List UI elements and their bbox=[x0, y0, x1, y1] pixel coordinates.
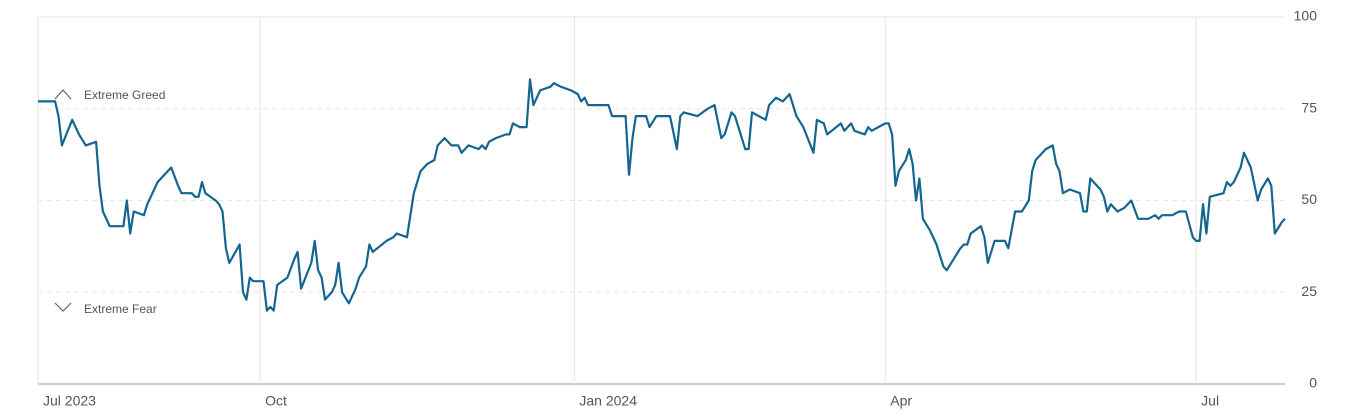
x-tick-label: Apr bbox=[890, 393, 912, 409]
x-tick-label: Jul 2023 bbox=[43, 393, 96, 409]
y-tick-label: 50 bbox=[1301, 191, 1317, 207]
greed-chevron bbox=[54, 89, 72, 100]
x-tick-label: Jan 2024 bbox=[579, 393, 637, 409]
y-tick-label: 0 bbox=[1309, 375, 1317, 391]
annotation: Extreme Fear bbox=[84, 302, 157, 316]
x-tick-label: Oct bbox=[265, 393, 287, 409]
x-tick-label: Jul bbox=[1201, 393, 1219, 409]
fear-chevron bbox=[54, 302, 72, 312]
y-tick-label: 25 bbox=[1301, 283, 1317, 299]
y-tick-label: 75 bbox=[1301, 99, 1317, 115]
annotation: Extreme Greed bbox=[84, 88, 165, 102]
y-tick-label: 100 bbox=[1294, 8, 1318, 24]
series-line bbox=[38, 78, 1286, 312]
